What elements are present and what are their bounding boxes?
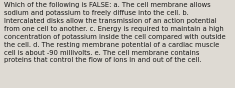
Text: Which of the following is FALSE: a. The cell membrane allows
sodium and potassiu: Which of the following is FALSE: a. The … [4, 2, 226, 64]
